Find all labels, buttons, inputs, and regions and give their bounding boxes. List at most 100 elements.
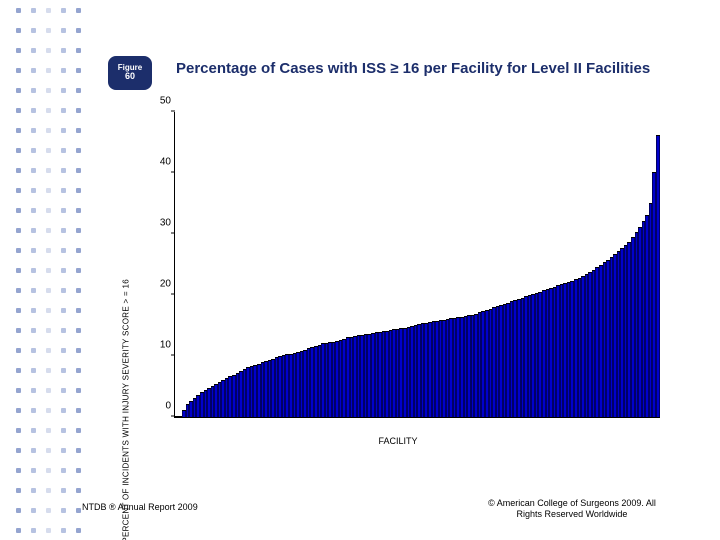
decorative-dot (46, 348, 51, 353)
decorative-dot (46, 368, 51, 373)
decorative-dot (61, 328, 66, 333)
decorative-dot (76, 328, 81, 333)
decorative-dot (76, 268, 81, 273)
decorative-dot (46, 8, 51, 13)
decorative-dot (16, 108, 21, 113)
decorative-dot (31, 28, 36, 33)
decorative-dot (61, 288, 66, 293)
decorative-dot (46, 508, 51, 513)
decorative-dot (46, 448, 51, 453)
decorative-dot (31, 88, 36, 93)
decorative-dot (46, 408, 51, 413)
decorative-dot (16, 408, 21, 413)
y-tick-mark (171, 111, 175, 112)
decorative-dot (16, 48, 21, 53)
decorative-dot (31, 508, 36, 513)
decorative-dot (46, 148, 51, 153)
decorative-dot (46, 68, 51, 73)
decorative-dot (61, 68, 66, 73)
decorative-dot (61, 208, 66, 213)
decorative-dot (46, 288, 51, 293)
decorative-dot (16, 348, 21, 353)
decorative-dot (76, 408, 81, 413)
figure-number-badge: Figure 60 (108, 56, 152, 90)
decorative-dot (61, 108, 66, 113)
decorative-dot (61, 508, 66, 513)
decorative-dot (61, 168, 66, 173)
decorative-dot (61, 268, 66, 273)
bar-series (175, 112, 660, 417)
decorative-dot (46, 428, 51, 433)
decorative-dot (16, 448, 21, 453)
decorative-dot (76, 488, 81, 493)
decorative-dot (61, 408, 66, 413)
decorative-dot (46, 168, 51, 173)
chart-title: Percentage of Cases with ISS ≥ 16 per Fa… (176, 60, 714, 77)
decorative-dot (76, 128, 81, 133)
decorative-dot (46, 308, 51, 313)
decorative-dot (16, 368, 21, 373)
decorative-dot (31, 368, 36, 373)
badge-number: 60 (125, 72, 135, 81)
decorative-dot (31, 408, 36, 413)
decorative-dot (76, 148, 81, 153)
decorative-dot (31, 228, 36, 233)
y-tick-label: 0 (145, 401, 175, 412)
decorative-dot (46, 108, 51, 113)
decorative-dot (16, 308, 21, 313)
decorative-dot (31, 248, 36, 253)
decorative-dot (46, 268, 51, 273)
y-tick-mark (171, 294, 175, 295)
decorative-dot (16, 208, 21, 213)
decorative-dot (76, 468, 81, 473)
decorative-dot (16, 168, 21, 173)
decorative-dot (31, 468, 36, 473)
decorative-dot (76, 508, 81, 513)
decorative-dot (61, 428, 66, 433)
decorative-dot (16, 68, 21, 73)
decorative-dot (31, 148, 36, 153)
y-tick-label: 20 (145, 279, 175, 290)
y-tick-label: 40 (145, 157, 175, 168)
decorative-dot (31, 168, 36, 173)
decorative-dot (31, 108, 36, 113)
decorative-dot (76, 248, 81, 253)
decorative-dot (46, 128, 51, 133)
decorative-dot (46, 88, 51, 93)
decorative-dot (61, 128, 66, 133)
decorative-dot (31, 488, 36, 493)
decorative-dot (61, 28, 66, 33)
decorative-dot (61, 148, 66, 153)
footer-right-text: © American College of Surgeons 2009. All… (472, 498, 672, 521)
decorative-dot (31, 308, 36, 313)
decorative-dot (61, 248, 66, 253)
decorative-dot (76, 528, 81, 533)
decorative-dot (76, 8, 81, 13)
y-tick-mark (171, 172, 175, 173)
footer-right-line2: Rights Reserved Worldwide (517, 509, 628, 519)
decorative-dot (31, 128, 36, 133)
decorative-dot (61, 368, 66, 373)
decorative-dot (61, 308, 66, 313)
decorative-dot (61, 468, 66, 473)
decorative-dot (76, 428, 81, 433)
chart-container: PERCENT OF INCIDENTS WITH INJURY SEVERIT… (128, 104, 668, 454)
decorative-dot (76, 108, 81, 113)
decorative-dot (61, 228, 66, 233)
decorative-dot (76, 88, 81, 93)
decorative-dot (76, 388, 81, 393)
decorative-dot (16, 268, 21, 273)
decorative-dot (61, 48, 66, 53)
decorative-dot (16, 148, 21, 153)
decorative-dot (76, 308, 81, 313)
decorative-dot (46, 328, 51, 333)
decorative-dot (16, 288, 21, 293)
decorative-dot (61, 188, 66, 193)
decorative-dot (61, 488, 66, 493)
decorative-dot (76, 188, 81, 193)
decorative-dot (16, 188, 21, 193)
footer-right-line1: © American College of Surgeons 2009. All (488, 498, 656, 508)
decorative-dot (16, 88, 21, 93)
y-tick-label: 30 (145, 218, 175, 229)
y-axis-label: PERCENT OF INCIDENTS WITH INJURY SEVERIT… (122, 279, 131, 540)
